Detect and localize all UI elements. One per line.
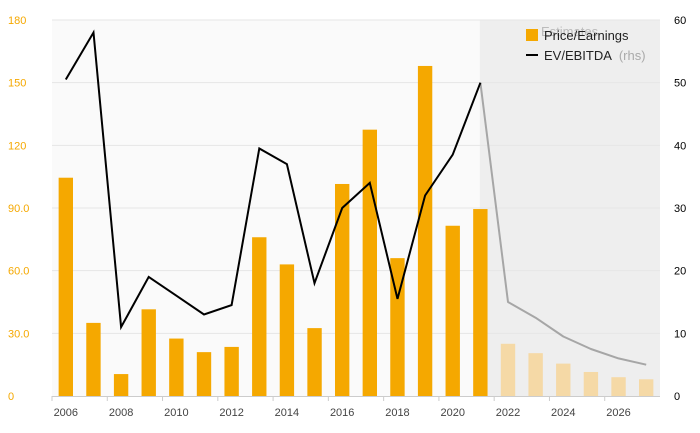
bar-price-earnings — [141, 309, 156, 396]
y-right-tick-label: 40 — [674, 140, 686, 152]
x-tick-label: 2018 — [385, 407, 409, 419]
x-tick-label: 2006 — [54, 407, 78, 419]
bar-price-earnings — [58, 177, 74, 396]
axes: 0 30.0 60.0 90.0 120 150 180 0 10 20 30 40 50 60 2006 2… — [8, 15, 686, 419]
y-left-tick-label: 0 — [8, 391, 14, 403]
bar-price-earnings — [390, 258, 405, 396]
legend-label-ev-ebitda-suffix: (rhs) — [619, 48, 646, 63]
bar-price-earnings — [113, 374, 129, 396]
y-left-tick-label: 150 — [8, 78, 26, 90]
x-tick-label: 2026 — [606, 407, 630, 419]
bar-price-earnings — [196, 352, 212, 396]
y-right-tick-label: 10 — [674, 328, 686, 340]
bar-price-earnings — [500, 343, 516, 396]
y-right-tick-label: 20 — [674, 266, 686, 278]
y-left-tick-label: 120 — [8, 140, 26, 152]
price-earnings-bars — [58, 65, 654, 396]
x-tick-label: 2010 — [164, 407, 188, 419]
legend-label-ev-ebitda-name: EV/EBITDA — [544, 48, 612, 63]
bar-price-earnings — [279, 264, 295, 396]
bar-price-earnings — [638, 379, 654, 396]
legend-label-price-earnings: Price/Earnings — [544, 28, 629, 43]
y-left-tick-label: 60.0 — [8, 266, 29, 278]
y-left-tick-label: 90.0 — [8, 203, 29, 215]
line-ev-ebitda-estimates — [479, 82, 647, 366]
x-tick-label: 2024 — [551, 407, 575, 419]
x-tick-label: 2022 — [496, 407, 520, 419]
y-right-tick-label: 60 — [674, 15, 686, 27]
bar-price-earnings — [169, 338, 184, 396]
bar-price-earnings — [334, 183, 350, 396]
x-tick-label: 2014 — [275, 407, 299, 419]
bar-price-earnings — [224, 346, 239, 396]
bar-price-earnings — [583, 371, 599, 396]
bar-price-earnings — [417, 65, 433, 396]
y-left-tick-label: 180 — [8, 15, 26, 27]
ev-ebitda-line-group — [64, 29, 647, 366]
bar-price-earnings — [528, 353, 543, 396]
y-right-tick-label: 50 — [674, 78, 686, 90]
legend-swatch-price-earnings — [526, 29, 538, 41]
y-right-tick-label: 0 — [674, 391, 680, 403]
bar-price-earnings — [556, 363, 571, 396]
x-tick-label: 2016 — [330, 407, 354, 419]
bar-price-earnings — [473, 209, 488, 396]
bar-price-earnings — [362, 129, 378, 396]
bar-price-earnings — [611, 377, 626, 396]
legend-label-ev-ebitda: EV/EBITDA (rhs) — [544, 48, 646, 63]
bar-price-earnings — [307, 328, 322, 396]
bar-price-earnings — [86, 322, 101, 396]
legend: Estimates Price/Earnings EV/EBITDA (rhs) — [526, 24, 646, 63]
x-tick-label: 2008 — [109, 407, 133, 419]
bar-price-earnings — [445, 225, 460, 396]
y-right-tick-label: 30 — [674, 203, 686, 215]
x-tick-label: 2012 — [219, 407, 243, 419]
y-left-tick-label: 30.0 — [8, 328, 29, 340]
x-tick-label: 2020 — [440, 407, 464, 419]
bar-price-earnings — [252, 237, 267, 396]
line-ev-ebitda — [64, 29, 482, 331]
estimates-label: Estimates — [541, 24, 599, 39]
